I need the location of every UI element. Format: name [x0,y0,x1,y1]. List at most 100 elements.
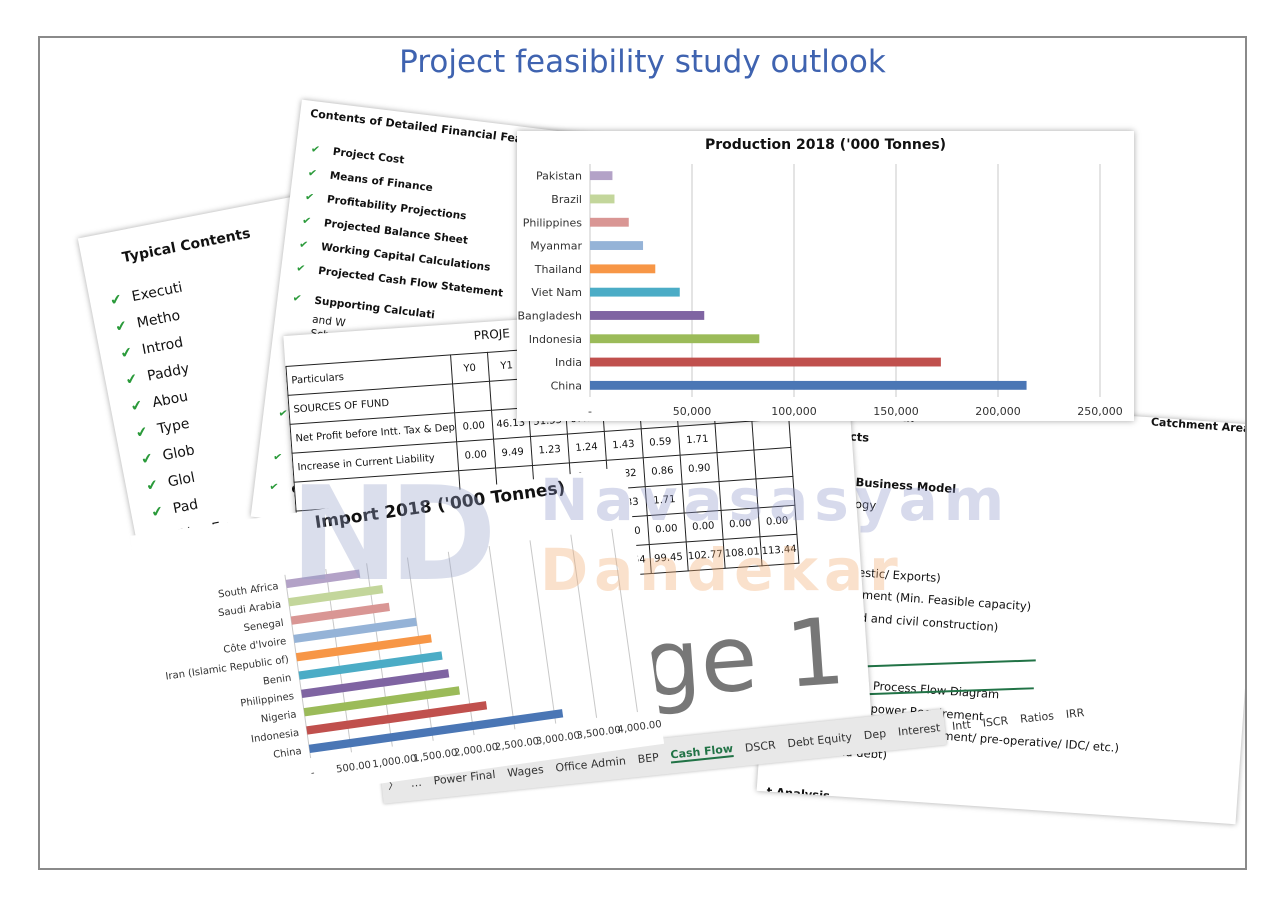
sheet-cell [452,381,492,413]
sheet-cell: 1.71 [677,423,717,456]
sheet-cell: 0.59 [640,426,680,458]
category-label: China [273,746,303,761]
sheet-cell: 0.00 [456,439,496,471]
sheet-cell [716,450,756,482]
contents-item-label: Glol [166,469,197,491]
x-tick-label: 1,000.00 [372,753,418,770]
bar [293,617,418,644]
contents-list: ✔ Executi ✔ Metho ✔ Introd ✔ Paddy ✔ Abou ✔ Type ✔ Gl… [108,275,232,554]
sheet-column-header: Y0 [450,352,490,384]
bar [285,569,361,589]
contents-heading: Typical Contents [120,225,252,267]
bar [303,686,461,717]
sheet-tab[interactable]: Intt [951,717,972,733]
x-tick-label: 2,000.00 [453,742,499,759]
catchment-areas-text: Catchment Areas [1150,415,1247,436]
contents-item-label: Type [156,415,191,438]
gridline [611,528,638,713]
sheet-tab[interactable]: DSCR [744,738,777,755]
check-icon: ✔ [295,262,306,276]
sheet-cell: 99.45 [648,541,688,574]
slide-frame: Project feasibility study outlook Typica… [38,36,1247,870]
import-chart: Import 2018 ('000 Tonnes) -500.00 1,000.0… [130,466,665,814]
sheet-cell: 0.00 [646,513,686,545]
category-label: Myanmar [530,240,582,253]
sheet-cell: 9.49 [493,436,533,469]
category-label: Viet Nam [531,286,582,299]
check-icon: ✔ [301,214,312,228]
business-model-item-label: t Analysis [766,783,831,803]
sheet-tab[interactable]: Dep [863,726,887,742]
contents-item-label: Introd [140,334,185,359]
x-tick-label: 250,000 [1077,405,1123,418]
category-label: Thailand [534,263,582,276]
sheet-cell [718,478,758,511]
bar [308,709,564,753]
gridline [488,546,516,730]
check-icon: ✔ [310,143,321,157]
category-label: Philippines [523,216,583,229]
x-tick-label: 150,000 [873,405,919,418]
x-tick-label: 3,500.00 [576,725,622,742]
sheet-cell: 0.00 [757,505,797,537]
category-label: Nigeria [260,709,297,725]
category-label: Pakistan [536,170,582,183]
bar [298,651,443,680]
sheet-cell: 102.77 [685,539,725,571]
x-tick-label: - [588,405,592,418]
category-label: South Africa [218,581,280,600]
check-icon: ✔ [298,238,309,252]
sheet-cell: 0.00 [720,507,760,540]
bar [288,584,384,607]
import-chart-svg: -500.00 1,000.001,500.002,000.002,500.003… [165,528,662,779]
category-label: Indonesia [250,728,299,746]
bar [295,634,432,662]
sheet-tab[interactable]: Interest [897,720,941,739]
category-label: India [555,356,582,369]
report-item-label: Project Cost [332,145,405,167]
category-label: Saudi Arabia [217,599,281,619]
check-icon: ✔ [291,292,303,306]
x-tick-label: 200,000 [975,405,1021,418]
sheet-tab[interactable]: BEP [636,750,660,766]
sheet-tab[interactable]: Debt Equity [786,730,853,750]
gridline [529,540,557,724]
sheet-cell [681,481,721,514]
contents-item-label: Pad [171,496,200,518]
sheet-cell [755,476,795,508]
bar [590,311,705,320]
contents-item-label: Paddy [145,360,191,385]
contents-item-label: Metho [135,307,182,332]
sheet-tab[interactable]: IRR [1065,705,1085,721]
gridline [570,534,598,718]
bar [590,171,613,181]
check-icon: ✔ [268,480,280,494]
business-model-item-label: arket Strategy [764,806,860,825]
bar [590,380,1027,390]
contents-item-label: Executi [130,279,184,306]
slide-title: Project feasibility study outlook [399,44,886,80]
production-chart-svg: - 50,000 100,000 150,000 200,000 250,000 China… [518,164,1123,418]
x-tick-label: 500.00 [336,760,372,776]
x-tick-label: - [310,768,315,779]
sheet-cell [751,418,791,451]
x-tick-label: 1,500.00 [413,748,459,765]
sheet-cell: 0.86 [642,455,682,487]
bar [590,264,656,274]
sheet-tab[interactable]: Cash Flow [669,741,734,764]
category-label: Indonesia [529,333,582,346]
sheet-cell: 1.43 [603,428,643,461]
category-label: Bangladesh [518,309,583,322]
bar [590,241,644,250]
category-label: China [551,379,582,392]
check-icon: ✔ [304,190,315,204]
category-label: Philippines [240,691,295,709]
sheet-cell: 1.23 [530,434,570,466]
category-label: Senegal [243,618,284,634]
bar [590,194,615,204]
bar [301,669,450,699]
bar [306,701,488,735]
sheet-cell: 113.44 [759,534,799,566]
sheet-tab[interactable]: ISCR [982,713,1009,730]
x-tick-label: 3,000.00 [535,730,581,747]
